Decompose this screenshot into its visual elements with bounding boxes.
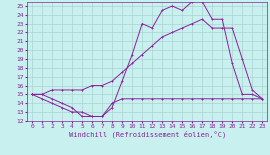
X-axis label: Windchill (Refroidissement éolien,°C): Windchill (Refroidissement éolien,°C) bbox=[69, 130, 226, 138]
